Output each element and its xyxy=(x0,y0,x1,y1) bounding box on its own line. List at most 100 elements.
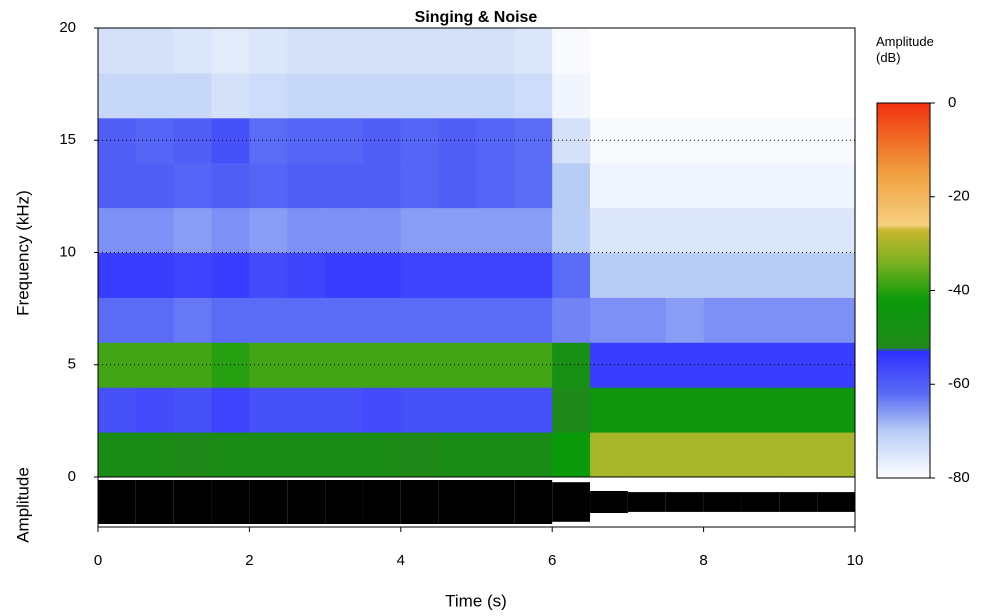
heatmap-cell xyxy=(665,432,705,478)
colorbar-swatch xyxy=(877,123,930,126)
colorbar-swatch xyxy=(877,210,930,214)
heatmap-cell xyxy=(665,387,705,433)
colorbar-swatch xyxy=(877,203,930,206)
colorbar-swatch xyxy=(877,325,930,329)
colorbar-swatch xyxy=(877,413,930,416)
colorbar-swatch xyxy=(877,235,930,239)
heatmap-cell xyxy=(552,387,591,433)
colorbar-swatch xyxy=(877,355,930,359)
colorbar-swatch xyxy=(877,150,930,154)
heatmap-cell xyxy=(779,297,818,343)
heatmap-cell xyxy=(552,432,591,478)
colorbar-swatch xyxy=(877,343,930,346)
heatmap-cell xyxy=(98,207,137,253)
heatmap-cell xyxy=(590,72,629,119)
heatmap-cell xyxy=(249,252,288,298)
heatmap-cell xyxy=(741,387,780,433)
colorbar-swatch xyxy=(877,335,930,339)
heatmap-cell xyxy=(362,297,402,343)
heatmap-cell xyxy=(703,432,742,478)
colorbar-swatch xyxy=(877,370,930,374)
colorbar-swatch xyxy=(877,380,930,384)
colorbar-swatch xyxy=(877,110,930,114)
waveform-envelope xyxy=(98,480,136,524)
colorbar-swatch xyxy=(877,105,930,109)
colorbar-swatch xyxy=(877,133,930,136)
heatmap-cell xyxy=(287,432,326,478)
waveform-envelope xyxy=(287,480,326,524)
colorbar-swatch xyxy=(877,430,930,434)
colorbar-swatch xyxy=(877,405,930,409)
heatmap-cell xyxy=(476,162,515,209)
waveform-envelope xyxy=(627,492,666,512)
colorbar-swatch xyxy=(877,153,930,156)
colorbar-swatch xyxy=(877,310,930,314)
heatmap-cell xyxy=(552,162,591,209)
heatmap-cell xyxy=(514,297,553,343)
colorbar-swatch xyxy=(877,450,930,454)
heatmap-cell xyxy=(287,297,326,343)
colorbar-swatch xyxy=(877,313,930,316)
colorbar-swatch xyxy=(877,338,930,341)
colorbar-swatch xyxy=(877,275,930,279)
heatmap-cell xyxy=(98,162,137,209)
colorbar-swatch xyxy=(877,398,930,401)
heatmap-cell xyxy=(779,28,818,74)
heatmap-cell xyxy=(400,28,440,74)
colorbar-tick-label: 0 xyxy=(948,94,956,111)
heatmap-cell xyxy=(665,342,705,388)
colorbar-swatch xyxy=(877,228,930,231)
colorbar-swatch xyxy=(877,273,930,276)
colorbar-swatch xyxy=(877,468,930,471)
colorbar-swatch xyxy=(877,453,930,456)
colorbar-swatch xyxy=(877,163,930,166)
colorbar-swatch xyxy=(877,113,930,116)
heatmap-cell xyxy=(438,252,477,298)
colorbar-swatch xyxy=(877,300,930,304)
heatmap-cell xyxy=(514,162,553,209)
heatmap-cell xyxy=(173,207,213,253)
colorbar-swatch xyxy=(877,178,930,181)
heatmap-cell xyxy=(98,297,137,343)
colorbar-swatch xyxy=(877,130,930,134)
heatmap-cell xyxy=(400,72,440,119)
colorbar-swatch xyxy=(877,375,930,379)
x-tick-label: 8 xyxy=(699,552,707,569)
heatmap-cell xyxy=(590,252,629,298)
heatmap-cell xyxy=(779,432,818,478)
colorbar-swatch xyxy=(877,373,930,376)
chart-title: Singing & Noise xyxy=(415,9,538,26)
heatmap-cell xyxy=(98,28,137,74)
colorbar-swatch xyxy=(877,305,930,309)
heatmap-cell xyxy=(552,72,591,119)
waveform-envelope xyxy=(135,480,174,524)
heatmap-cell xyxy=(590,297,629,343)
heatmap-cell xyxy=(173,387,213,433)
heatmap-cell xyxy=(627,297,667,343)
colorbar-swatch xyxy=(877,165,930,169)
colorbar-swatch xyxy=(877,350,930,354)
colorbar-swatch xyxy=(877,385,930,389)
colorbar-swatch xyxy=(877,475,930,479)
colorbar-swatch xyxy=(877,173,930,176)
colorbar-swatch xyxy=(877,360,930,364)
heatmap-cell xyxy=(287,252,326,298)
plot-frame xyxy=(97,27,856,528)
heatmap-cell xyxy=(703,72,742,119)
heatmap-cell xyxy=(325,342,364,388)
colorbar-swatch xyxy=(877,303,930,306)
heatmap-cell xyxy=(514,432,553,478)
heatmap-cell xyxy=(173,28,213,74)
heatmap-cell xyxy=(438,387,477,433)
heatmap-cell xyxy=(552,207,591,253)
heatmap-cell xyxy=(779,387,818,433)
colorbar-swatch xyxy=(877,190,930,194)
colorbar-swatch xyxy=(877,308,930,311)
colorbar-swatch xyxy=(877,245,930,249)
colorbar-swatch xyxy=(877,415,930,419)
heatmap-cell xyxy=(817,432,856,478)
colorbar-swatch xyxy=(877,250,930,254)
colorbar-swatch xyxy=(877,420,930,424)
colorbar-swatch xyxy=(877,320,930,324)
